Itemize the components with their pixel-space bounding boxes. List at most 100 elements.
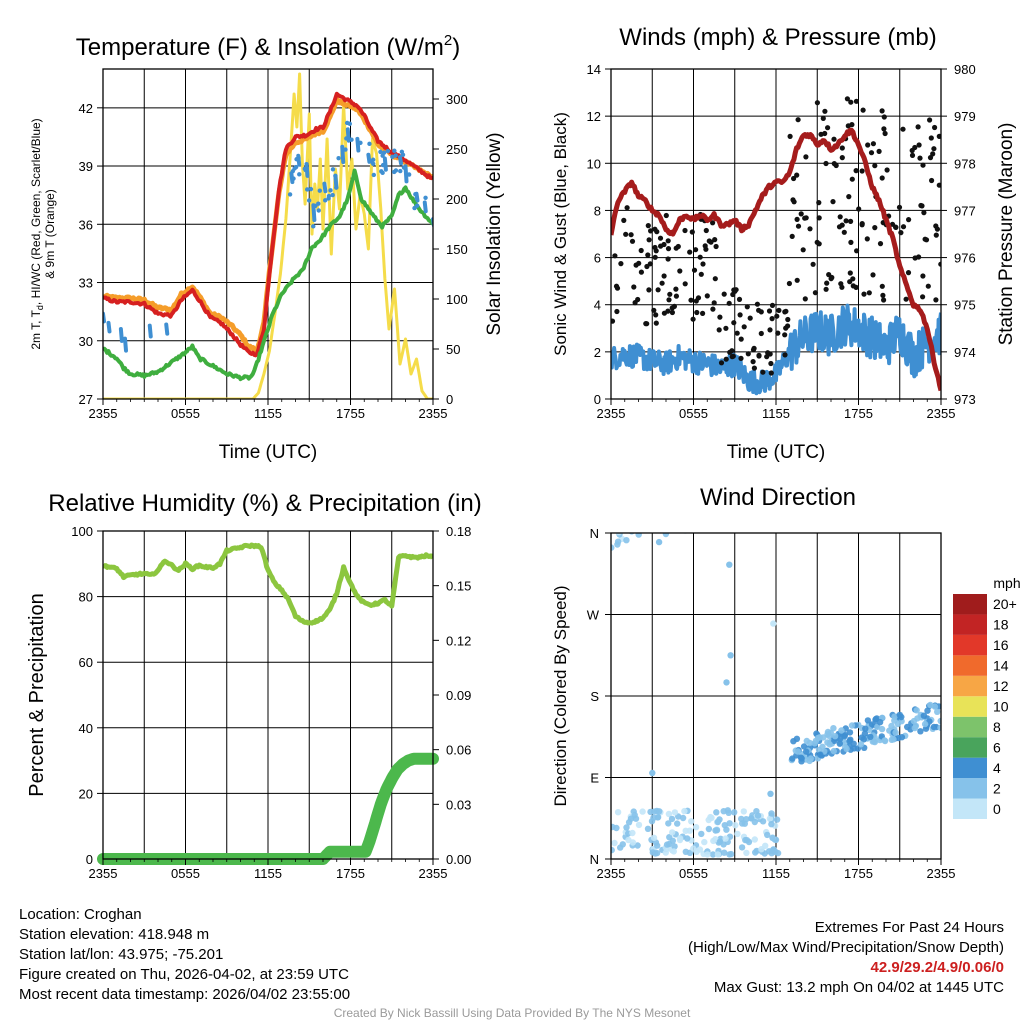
y2-tick-label: 977 [954,203,976,218]
gust-point [794,216,800,222]
chart-title-text: Temperature (F) & Insolation (W/m [76,34,444,61]
gust-point [836,224,843,230]
direction-point [770,620,777,627]
direction-point [658,509,664,515]
y2-tick-label: 0.18 [446,524,471,539]
colorbar-swatch [953,716,987,738]
gust-point [823,286,829,292]
gust-point [872,163,878,169]
gust-point [848,218,854,224]
gust-point [903,296,909,302]
direction-point [793,735,801,742]
y-tick-label: 60 [79,655,93,670]
gust-point [800,247,806,253]
direction-point [611,544,615,551]
y2-tick-label: 976 [954,251,976,266]
hiwc-point [380,162,386,168]
chart-title-end: ) [452,34,460,61]
gust-point [713,243,719,250]
gust-point [690,316,696,322]
gust-point [721,291,727,297]
x-tick-label: 2355 [927,406,956,421]
hiwc-point [347,121,352,126]
gust-point [818,131,824,137]
gust-point [702,243,708,249]
chart-title: Winds (mph) & Pressure (mb) [619,24,936,51]
hiwc-point [392,148,397,153]
direction-point [683,521,689,527]
gust-point [710,306,716,312]
gust-point [750,347,757,353]
gust-point [758,330,764,337]
direction-point [665,810,673,818]
gust-point [905,270,912,276]
y2-tick-label: 0.00 [446,852,471,867]
hiwc-mark [123,336,128,353]
gust-point [766,308,773,314]
y2-tick-label: 100 [446,292,468,307]
direction-point [675,512,681,518]
gust-point [629,238,636,244]
direction-point [811,740,818,747]
gust-point [737,312,743,318]
x-tick-label: 2355 [89,866,118,881]
y-tick-label: 0 [86,852,93,867]
x-tick-label: 1755 [844,866,873,881]
winds-panel: 0 2 4 6 8 10 12 14 973 974 975 976 977 978 979 980 2355 0… [551,24,1017,463]
x-tick-label: 1155 [254,406,282,421]
gust-point [657,235,664,241]
gust-point [611,318,616,324]
series-line [103,91,433,358]
gust-point [689,229,695,235]
max-gust-text: Max Gust: 13.2 mph On 04/02 at 1445 UTC [713,979,1004,996]
y2-tick-label: 979 [954,109,976,124]
gust-point [879,283,885,289]
y-tick-label: 6 [594,251,601,266]
y-tick-label: 39 [79,159,93,174]
direction-point [726,820,733,827]
gust-point [738,355,744,361]
gust-point [729,354,735,360]
gust-point [736,296,743,302]
gust-point [727,349,733,355]
gust-point [776,307,782,313]
gust-point [673,293,680,299]
y-axis-label: 2m T, Td, HI/WC (Red, Green, Scarlet/Blu… [29,118,57,349]
humidity-line [103,542,433,626]
direction-point [861,730,869,737]
direction-point [934,708,941,715]
x-tick-label: 0555 [679,866,708,881]
colorbar-swatch [953,655,987,676]
direction-point [714,517,720,523]
direction-point [679,814,687,822]
series-group [103,72,433,399]
gust-point [866,290,872,296]
gust-point [768,370,774,376]
y-axis-label-part: 2m T, T [29,309,43,349]
gust-point [922,236,928,242]
hiwc-point [371,172,377,178]
gust-point [697,254,703,260]
gust-point [823,160,829,167]
gust-point [865,142,871,148]
hiwc-mark [164,322,170,336]
direction-point [670,848,677,855]
gust-point [820,115,826,121]
gust-point [717,314,723,320]
direction-point [769,834,776,841]
direction-point [754,812,762,819]
gust-point [682,281,688,287]
direction-point [830,747,837,755]
y-tick-label: 10 [587,156,601,171]
gust-point [687,249,693,255]
gust-point [841,229,847,235]
gust-point [795,117,801,123]
gust-point [825,125,831,131]
gust-point [917,155,923,161]
direction-point [826,741,833,748]
y-tick-label: W [587,608,600,623]
direction-point [649,769,656,777]
gust-point [847,270,853,276]
direction-point [750,510,756,516]
